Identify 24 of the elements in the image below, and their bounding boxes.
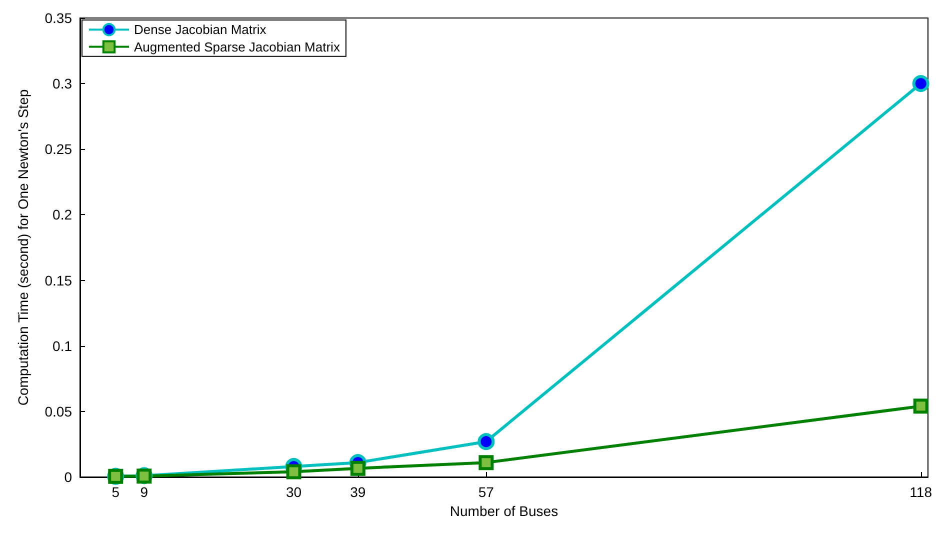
legend-label: Dense Jacobian Matrix bbox=[134, 22, 267, 38]
point bbox=[478, 433, 495, 450]
point bbox=[286, 464, 302, 480]
y-tick-label: 0.3 bbox=[52, 76, 72, 92]
legend-label: Augmented Sparse Jacobian Matrix bbox=[134, 39, 340, 54]
x-tick-label: 118 bbox=[910, 484, 932, 500]
y-tick-label: 0.15 bbox=[44, 272, 72, 288]
y-tick-label: 0.25 bbox=[44, 141, 72, 158]
x-tick-label: 57 bbox=[478, 484, 494, 500]
y-tick-label: 0.2 bbox=[52, 206, 72, 223]
x-tick-label: 30 bbox=[286, 484, 302, 500]
x-tick-label: 9 bbox=[140, 484, 148, 500]
point bbox=[912, 75, 930, 92]
x-tick-label: 5 bbox=[112, 484, 120, 500]
y-tick-label: 0 bbox=[64, 469, 72, 485]
point bbox=[350, 460, 366, 476]
y-axis-title: Computation Time (second) for One Newton's Step bbox=[15, 89, 31, 406]
y-tick-label: 0.35 bbox=[44, 10, 72, 26]
y-tick-label: 0.1 bbox=[52, 338, 72, 354]
x-axis-title: Number of Buses bbox=[450, 502, 558, 519]
point bbox=[478, 455, 494, 470]
point bbox=[913, 398, 928, 414]
x-tick-label: 39 bbox=[350, 484, 366, 500]
y-tick-label: 0.05 bbox=[44, 403, 72, 420]
